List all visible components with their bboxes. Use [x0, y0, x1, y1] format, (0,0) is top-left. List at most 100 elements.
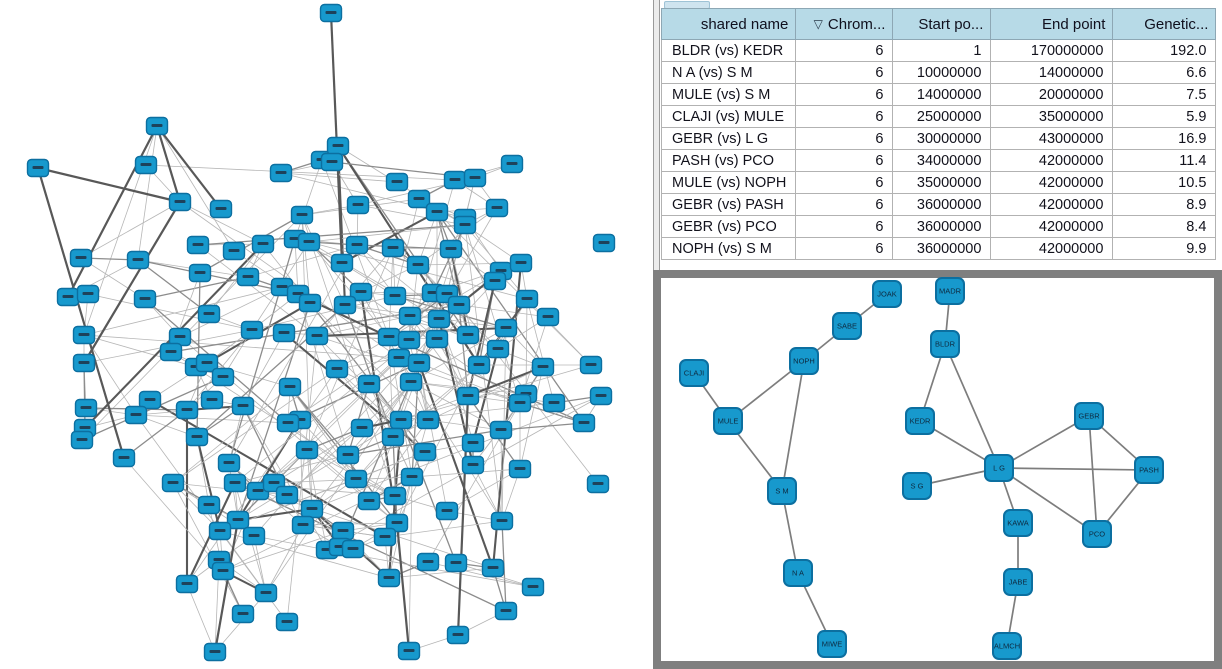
table-cell[interactable]: 6: [795, 215, 894, 238]
table-cell[interactable]: NOPH (vs) S M: [660, 237, 797, 260]
table-cell[interactable]: 36000000: [892, 193, 992, 216]
table-cell[interactable]: GEBR (vs) L G: [660, 127, 797, 150]
table-cell[interactable]: 11.4: [1112, 149, 1217, 172]
network-node[interactable]: ALMCH: [992, 632, 1022, 660]
table-cell[interactable]: 34000000: [892, 149, 992, 172]
network-node[interactable]: GEBR: [1074, 402, 1104, 430]
table-cell[interactable]: 5.9: [1112, 105, 1217, 128]
table-cell[interactable]: 6: [795, 171, 894, 194]
column-header[interactable]: ▽ Chrom...: [795, 8, 894, 40]
table-row[interactable]: NOPH (vs) S M 6 36000000 42000000 9.9: [660, 237, 1217, 260]
node-shape[interactable]: [1003, 568, 1033, 596]
table-cell[interactable]: 43000000: [990, 127, 1114, 150]
table-cell[interactable]: 9.9: [1112, 237, 1217, 260]
network-node[interactable]: CLAJI: [679, 359, 709, 387]
table-cell[interactable]: 6: [795, 105, 894, 128]
table-cell[interactable]: 1: [892, 39, 992, 62]
table-row[interactable]: MULE (vs) S M 6 14000000 20000000 7.5: [660, 83, 1217, 106]
network-edge[interactable]: [998, 467, 1150, 471]
node-shape[interactable]: [1074, 402, 1104, 430]
table-cell[interactable]: N A (vs) S M: [660, 61, 797, 84]
network-node[interactable]: SABE: [832, 312, 862, 340]
table-cell[interactable]: 10000000: [892, 61, 992, 84]
table-cell[interactable]: 10.5: [1112, 171, 1217, 194]
table-cell[interactable]: 25000000: [892, 105, 992, 128]
node-shape[interactable]: [992, 632, 1022, 660]
network-node[interactable]: MIWE: [817, 630, 847, 658]
network-node[interactable]: N A: [783, 559, 813, 587]
node-shape[interactable]: [1082, 520, 1112, 548]
network-node[interactable]: MULE: [713, 407, 743, 435]
network-node[interactable]: S G: [902, 472, 932, 500]
table-cell[interactable]: MULE (vs) NOPH: [660, 171, 797, 194]
node-shape[interactable]: [902, 472, 932, 500]
node-shape[interactable]: [783, 559, 813, 587]
node-shape[interactable]: [1134, 456, 1164, 484]
table-row[interactable]: N A (vs) S M 6 10000000 14000000 6.6: [660, 61, 1217, 84]
table-cell[interactable]: GEBR (vs) PASH: [660, 193, 797, 216]
network-node[interactable]: L G: [984, 454, 1014, 482]
table-row[interactable]: GEBR (vs) PCO 6 36000000 42000000 8.4: [660, 215, 1217, 238]
node-shape[interactable]: [713, 407, 743, 435]
table-row[interactable]: PASH (vs) PCO 6 34000000 42000000 11.4: [660, 149, 1217, 172]
table-cell[interactable]: 6: [795, 39, 894, 62]
network-edge[interactable]: [1088, 415, 1098, 535]
table-cell[interactable]: 42000000: [990, 193, 1114, 216]
table-cell[interactable]: 6: [795, 83, 894, 106]
column-header[interactable]: Genetic...: [1112, 8, 1217, 40]
table-cell[interactable]: 20000000: [990, 83, 1114, 106]
column-header[interactable]: Start po...: [892, 8, 992, 40]
table-cell[interactable]: 42000000: [990, 149, 1114, 172]
column-header[interactable]: shared name: [660, 8, 797, 40]
table-cell[interactable]: 42000000: [990, 215, 1114, 238]
subnetwork-canvas[interactable]: JOAK MADR SABE BLDR NOPH CLAJI MULE KEDR GEBR L G…: [655, 270, 1222, 669]
table-row[interactable]: GEBR (vs) PASH 6 36000000 42000000 8.9: [660, 193, 1217, 216]
table-cell[interactable]: GEBR (vs) PCO: [660, 215, 797, 238]
table-cell[interactable]: 14000000: [990, 61, 1114, 84]
network-node[interactable]: KAWA: [1003, 509, 1033, 537]
table-cell[interactable]: CLAJI (vs) MULE: [660, 105, 797, 128]
node-shape[interactable]: [679, 359, 709, 387]
network-node[interactable]: KEDR: [905, 407, 935, 435]
network-node[interactable]: NOPH: [789, 347, 819, 375]
table-cell[interactable]: MULE (vs) S M: [660, 83, 797, 106]
network-edge[interactable]: [944, 343, 1000, 469]
node-shape[interactable]: [935, 277, 965, 305]
table-cell[interactable]: 8.4: [1112, 215, 1217, 238]
filter-icon[interactable]: ▽: [813, 16, 823, 31]
node-shape[interactable]: [984, 454, 1014, 482]
panel-splitter[interactable]: [653, 0, 660, 270]
table-cell[interactable]: 16.9: [1112, 127, 1217, 150]
table-cell[interactable]: 35000000: [990, 105, 1114, 128]
node-shape[interactable]: [767, 477, 797, 505]
node-shape[interactable]: [832, 312, 862, 340]
table-row[interactable]: CLAJI (vs) MULE 6 25000000 35000000 5.9: [660, 105, 1217, 128]
table-row[interactable]: MULE (vs) NOPH 6 35000000 42000000 10.5: [660, 171, 1217, 194]
table-cell[interactable]: BLDR (vs) KEDR: [660, 39, 797, 62]
table-cell[interactable]: 6: [795, 61, 894, 84]
network-node[interactable]: JABE: [1003, 568, 1033, 596]
table-cell[interactable]: 6.6: [1112, 61, 1217, 84]
table-cell[interactable]: 30000000: [892, 127, 992, 150]
table-cell[interactable]: 36000000: [892, 215, 992, 238]
table-cell[interactable]: 7.5: [1112, 83, 1217, 106]
table-cell[interactable]: 6: [795, 127, 894, 150]
table-row[interactable]: GEBR (vs) L G 6 30000000 43000000 16.9: [660, 127, 1217, 150]
network-edge[interactable]: [998, 467, 1098, 535]
network-node[interactable]: JOAK: [872, 280, 902, 308]
table-cell[interactable]: 35000000: [892, 171, 992, 194]
node-shape[interactable]: [905, 407, 935, 435]
network-node[interactable]: MADR: [935, 277, 965, 305]
table-cell[interactable]: 14000000: [892, 83, 992, 106]
table-row[interactable]: BLDR (vs) KEDR 6 1 170000000 192.0: [660, 39, 1217, 62]
node-shape[interactable]: [1003, 509, 1033, 537]
node-shape[interactable]: [789, 347, 819, 375]
network-edge[interactable]: [781, 360, 805, 492]
network-node[interactable]: PCO: [1082, 520, 1112, 548]
table-cell[interactable]: 192.0: [1112, 39, 1217, 62]
table-cell[interactable]: 42000000: [990, 171, 1114, 194]
table-cell[interactable]: PASH (vs) PCO: [660, 149, 797, 172]
table-cell[interactable]: 6: [795, 149, 894, 172]
node-shape[interactable]: [872, 280, 902, 308]
node-shape[interactable]: [930, 330, 960, 358]
